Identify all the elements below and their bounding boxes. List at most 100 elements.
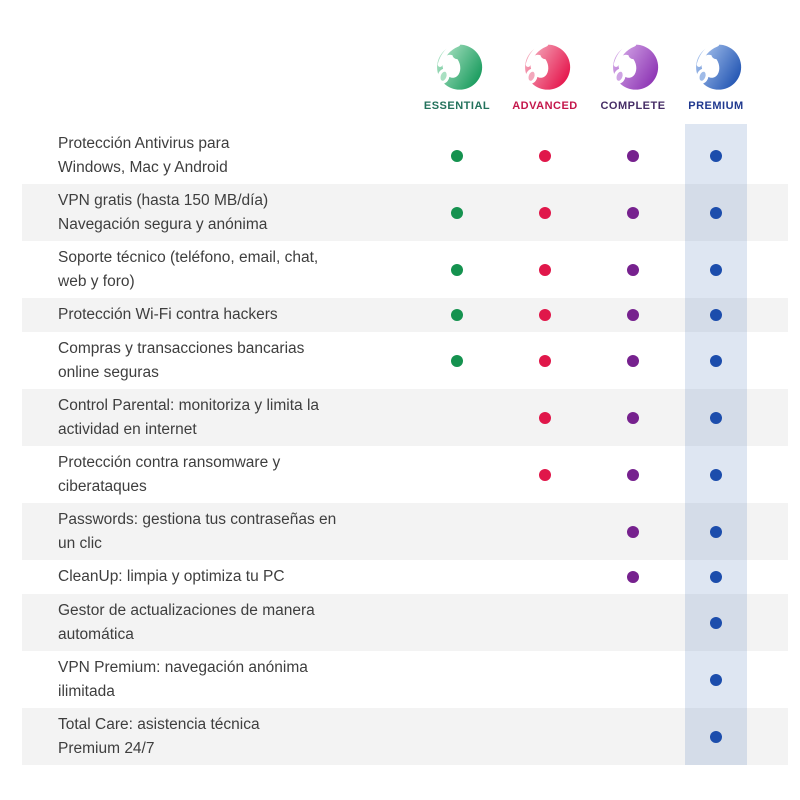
- availability-cell-premium: [677, 263, 755, 276]
- availability-cell-premium: [677, 309, 755, 321]
- dot-complete: [627, 309, 639, 321]
- availability-cell-complete: [589, 354, 677, 367]
- availability-cell-advanced: [501, 468, 589, 481]
- dot-complete: [627, 468, 639, 481]
- header-spacer: [22, 42, 413, 113]
- availability-cell-complete: [589, 149, 677, 162]
- feature-row: Protección contra ransomware y ciberataq…: [22, 446, 788, 503]
- availability-cell-advanced: [501, 263, 589, 276]
- feature-label: CleanUp: limpia y optimiza tu PC: [58, 568, 285, 586]
- availability-cell-essential: [413, 263, 501, 276]
- availability-cell-complete: [589, 411, 677, 424]
- panda-logo-advanced: [525, 42, 571, 90]
- dot-advanced: [539, 468, 551, 481]
- dot-premium: [710, 354, 722, 367]
- availability-cell-essential: [413, 309, 501, 321]
- panda-logo-complete: [613, 42, 659, 90]
- dot-advanced: [539, 149, 551, 162]
- availability-cell-advanced: [501, 149, 589, 162]
- availability-cell-advanced: [501, 309, 589, 321]
- feature-label: Protección Antivirus para Windows, Mac y…: [58, 135, 230, 176]
- feature-row: VPN gratis (hasta 150 MB/día) Navegación…: [22, 184, 788, 241]
- plan-label-complete: COMPLETE: [600, 100, 666, 112]
- dot-complete: [627, 571, 639, 583]
- dot-premium: [710, 616, 722, 629]
- availability-cell-complete: [589, 206, 677, 219]
- feature-label: Protección Wi-Fi contra hackers: [58, 306, 278, 324]
- dot-essential: [451, 309, 463, 321]
- plans-header: ESSENTIAL ADVANCED COMPLETE PREMIUM: [22, 0, 788, 113]
- availability-cell-premium: [677, 206, 755, 219]
- availability-cell-complete: [589, 571, 677, 583]
- plan-header-advanced[interactable]: ADVANCED: [501, 42, 589, 113]
- feature-row: Passwords: gestiona tus contraseñas en u…: [22, 503, 788, 560]
- feature-label: VPN Premium: navegación anónima ilimitad…: [58, 659, 308, 700]
- dot-advanced: [539, 206, 551, 219]
- feature-row: Compras y transacciones bancarias online…: [22, 332, 788, 389]
- dot-premium: [710, 411, 722, 424]
- feature-row: Gestor de actualizaciones de manera auto…: [22, 594, 788, 651]
- dot-essential: [451, 149, 463, 162]
- feature-label: Soporte técnico (teléfono, email, chat, …: [58, 249, 319, 290]
- comparison-table: ESSENTIAL ADVANCED COMPLETE PREMIUM Protecc…: [22, 0, 788, 765]
- availability-cell-premium: [677, 411, 755, 424]
- dot-premium: [710, 309, 722, 321]
- availability-cell-premium: [677, 354, 755, 367]
- availability-cell-premium: [677, 149, 755, 162]
- dot-advanced: [539, 309, 551, 321]
- availability-cell-advanced: [501, 354, 589, 367]
- feature-rows: Protección Antivirus para Windows, Mac y…: [22, 124, 788, 765]
- feature-label: VPN gratis (hasta 150 MB/día) Navegación…: [58, 192, 269, 233]
- dot-premium: [710, 468, 722, 481]
- dot-essential: [451, 206, 463, 219]
- feature-row: Protección Antivirus para Windows, Mac y…: [22, 127, 788, 184]
- panda-logo-premium: [696, 42, 742, 90]
- dot-premium: [710, 525, 722, 538]
- plan-label-advanced: ADVANCED: [512, 100, 578, 112]
- feature-label: Gestor de actualizaciones de manera auto…: [58, 602, 315, 643]
- dot-complete: [627, 411, 639, 424]
- feature-label: Protección contra ransomware y ciberataq…: [58, 454, 281, 495]
- dot-complete: [627, 354, 639, 367]
- dot-complete: [627, 525, 639, 538]
- dot-premium: [710, 730, 722, 743]
- availability-cell-complete: [589, 525, 677, 538]
- availability-cell-advanced: [501, 206, 589, 219]
- availability-cell-premium: [677, 730, 755, 743]
- panda-logo-essential: [437, 42, 483, 90]
- feature-row: Protección Wi-Fi contra hackers: [22, 298, 788, 332]
- availability-cell-complete: [589, 309, 677, 321]
- availability-cell-essential: [413, 354, 501, 367]
- plan-header-premium[interactable]: PREMIUM: [677, 42, 755, 113]
- dot-essential: [451, 263, 463, 276]
- dot-essential: [451, 354, 463, 367]
- availability-cell-premium: [677, 525, 755, 538]
- availability-cell-complete: [589, 263, 677, 276]
- dot-premium: [710, 673, 722, 686]
- dot-advanced: [539, 263, 551, 276]
- premium-column-highlight: [685, 124, 747, 765]
- dot-complete: [627, 206, 639, 219]
- feature-row: Total Care: asistencia técnica Premium 2…: [22, 708, 788, 765]
- availability-cell-advanced: [501, 411, 589, 424]
- feature-label: Total Care: asistencia técnica Premium 2…: [58, 716, 260, 757]
- feature-label: Passwords: gestiona tus contraseñas en u…: [58, 511, 337, 552]
- plan-label-premium: PREMIUM: [688, 100, 744, 112]
- dot-premium: [710, 263, 722, 276]
- availability-cell-premium: [677, 468, 755, 481]
- dot-premium: [710, 206, 722, 219]
- feature-row: CleanUp: limpia y optimiza tu PC: [22, 560, 788, 594]
- availability-cell-premium: [677, 673, 755, 686]
- plan-header-essential[interactable]: ESSENTIAL: [413, 42, 501, 113]
- availability-cell-complete: [589, 468, 677, 481]
- dot-advanced: [539, 411, 551, 424]
- plan-header-complete[interactable]: COMPLETE: [589, 42, 677, 113]
- availability-cell-essential: [413, 149, 501, 162]
- availability-cell-essential: [413, 206, 501, 219]
- dot-complete: [627, 149, 639, 162]
- plan-label-essential: ESSENTIAL: [423, 100, 491, 112]
- dot-advanced: [539, 354, 551, 367]
- availability-cell-premium: [677, 616, 755, 629]
- availability-cell-premium: [677, 571, 755, 583]
